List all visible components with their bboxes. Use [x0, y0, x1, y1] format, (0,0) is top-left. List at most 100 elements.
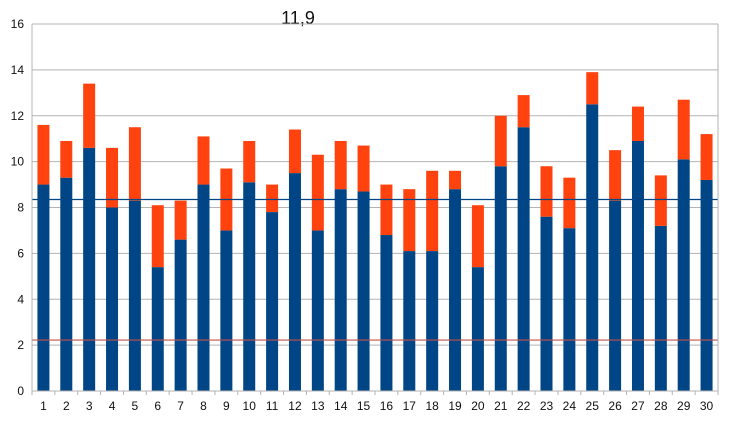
bar-segment-series-1 — [220, 230, 233, 391]
y-tick-label: 0 — [17, 384, 24, 398]
x-tick-label: 19 — [448, 399, 462, 413]
y-tick-label: 6 — [17, 246, 24, 260]
bar-segment-series-1 — [266, 212, 279, 391]
bar-segment-series-1 — [403, 251, 416, 391]
x-tick-label: 15 — [357, 399, 371, 413]
bar-segment-series-2 — [471, 205, 484, 268]
bar-segment-series-1 — [288, 173, 301, 391]
bar-segment-series-1 — [517, 127, 530, 391]
bar-segment-series-2 — [128, 127, 141, 201]
bar-segment-series-1 — [311, 230, 324, 391]
x-tick-label: 7 — [177, 399, 184, 413]
bar-segment-series-1 — [334, 189, 347, 391]
bar-segment-series-1 — [654, 225, 667, 391]
x-tick-label: 30 — [700, 399, 714, 413]
y-tick-label: 14 — [11, 63, 25, 77]
x-tick-label: 13 — [311, 399, 325, 413]
y-tick-label: 2 — [17, 338, 24, 352]
bar-segment-series-1 — [106, 207, 119, 391]
bar-segment-series-1 — [60, 177, 73, 391]
x-tick-label: 9 — [223, 399, 230, 413]
x-tick-label: 22 — [517, 399, 531, 413]
x-tick-label: 5 — [132, 399, 139, 413]
bar-segment-series-1 — [174, 239, 187, 391]
bar-segment-series-1 — [243, 182, 256, 391]
bar-segment-series-2 — [700, 134, 713, 180]
bar-segment-series-2 — [517, 95, 530, 128]
bar-segment-series-1 — [609, 200, 622, 391]
x-tick-label: 6 — [154, 399, 161, 413]
bar-segment-series-1 — [449, 189, 462, 391]
bar-segment-series-1 — [471, 267, 484, 391]
bar-segment-series-2 — [494, 115, 507, 167]
bars — [37, 72, 713, 391]
bar-segment-series-2 — [563, 177, 576, 229]
x-tick-label: 8 — [200, 399, 207, 413]
bar-segment-series-1 — [677, 159, 690, 391]
bar-segment-series-2 — [243, 140, 256, 183]
bar-segment-series-1 — [586, 104, 599, 391]
bar-segment-series-2 — [60, 140, 73, 178]
x-tick-label: 26 — [608, 399, 622, 413]
bar-segment-series-1 — [426, 251, 439, 391]
bar-segment-series-1 — [83, 147, 96, 391]
reference-lines — [32, 198, 718, 341]
bar-segment-series-1 — [197, 184, 210, 391]
y-tick-label: 8 — [17, 201, 24, 215]
bar-segment-series-2 — [449, 170, 462, 190]
bar-segment-series-2 — [586, 72, 599, 105]
x-tick-label: 24 — [563, 399, 577, 413]
bar-segment-series-2 — [83, 83, 96, 148]
bar-segment-series-2 — [106, 147, 119, 208]
x-tick-label: 12 — [288, 399, 302, 413]
y-tick-label: 12 — [11, 109, 25, 123]
bar-segment-series-2 — [403, 189, 416, 252]
x-tick-label: 16 — [380, 399, 394, 413]
x-tick-label: 20 — [471, 399, 485, 413]
x-tick-label: 2 — [63, 399, 70, 413]
y-tick-label: 16 — [11, 17, 25, 31]
gridlines — [32, 23, 718, 392]
x-tick-label: 23 — [540, 399, 554, 413]
x-tick-label: 25 — [586, 399, 600, 413]
bar-segment-series-2 — [151, 205, 164, 268]
bar-segment-series-2 — [631, 106, 644, 141]
x-tick-label: 27 — [631, 399, 645, 413]
x-tick-label: 17 — [403, 399, 417, 413]
bar-segment-series-2 — [540, 166, 553, 217]
bar-segment-series-2 — [266, 184, 279, 213]
bar-segment-series-1 — [631, 140, 644, 391]
x-tick-label: 14 — [334, 399, 348, 413]
bar-segment-series-2 — [311, 154, 324, 231]
bar-segment-series-2 — [174, 200, 187, 240]
bar-segment-series-2 — [357, 145, 370, 192]
bar-segment-series-2 — [197, 136, 210, 185]
bar-segment-series-2 — [380, 184, 393, 236]
bar-segment-series-1 — [37, 184, 50, 391]
x-tick-label: 1 — [40, 399, 47, 413]
x-tick-label: 4 — [109, 399, 116, 413]
x-tick-label: 3 — [86, 399, 93, 413]
chart-title: 11,9 — [281, 8, 315, 28]
bar-segment-series-2 — [426, 170, 439, 252]
bar-segment-series-1 — [540, 216, 553, 391]
bar-segment-series-1 — [357, 191, 370, 391]
bar-segment-series-1 — [128, 200, 141, 391]
x-tick-label: 28 — [654, 399, 668, 413]
x-tick-label: 11 — [266, 399, 279, 413]
bar-segment-series-1 — [563, 228, 576, 391]
bar-segment-series-2 — [334, 140, 347, 190]
bar-segment-series-2 — [37, 124, 50, 185]
bar-segment-series-2 — [654, 175, 667, 226]
bar-segment-series-1 — [380, 235, 393, 391]
bar-segment-series-2 — [609, 150, 622, 201]
bar-segment-series-2 — [677, 99, 690, 160]
y-tick-label: 4 — [17, 292, 24, 306]
bar-segment-series-1 — [700, 179, 713, 391]
x-tick-label: 18 — [425, 399, 439, 413]
x-tick-label: 29 — [677, 399, 691, 413]
x-tick-label: 21 — [494, 399, 508, 413]
